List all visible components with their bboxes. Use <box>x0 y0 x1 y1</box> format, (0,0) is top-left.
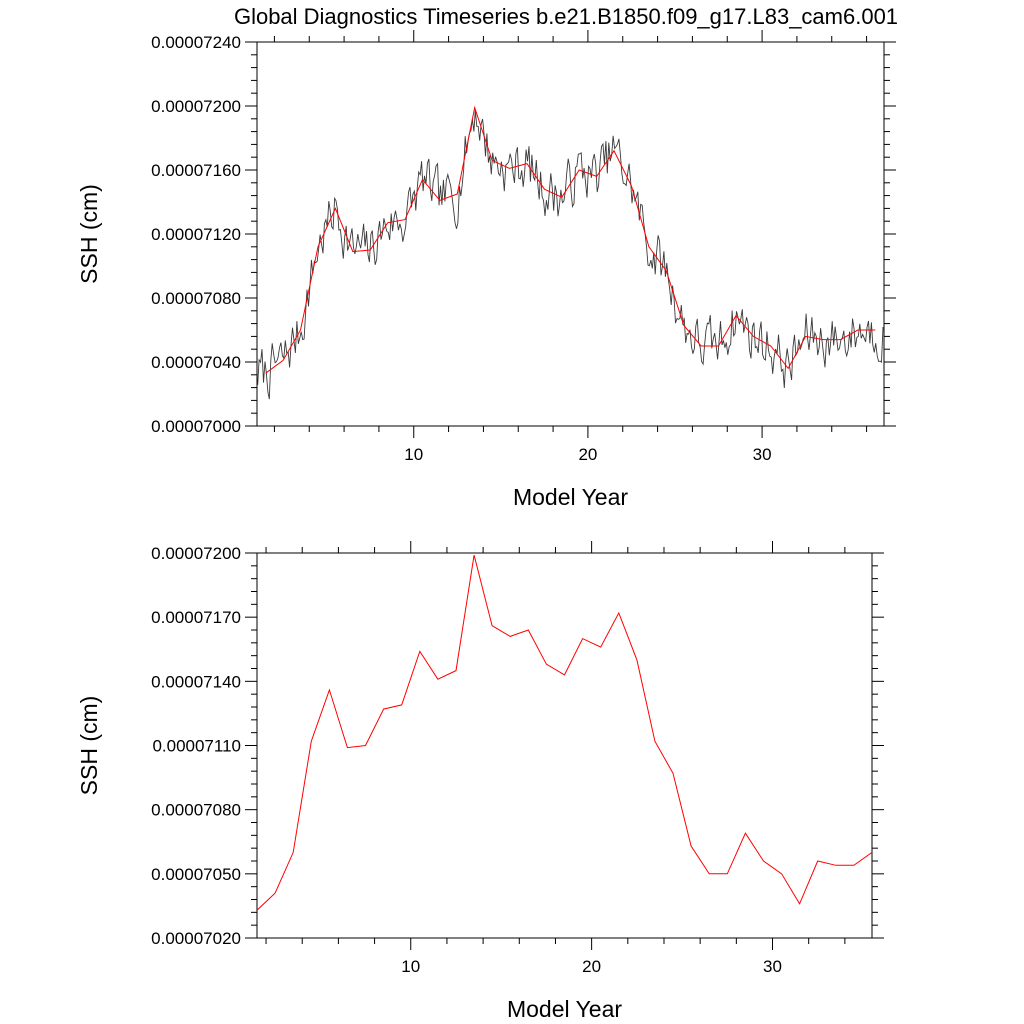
x-tick-label: 20 <box>578 445 597 464</box>
bottom-chart-panel: 0.00007020 0.00007050 0.00007080 0.00007110… <box>76 541 884 1022</box>
y-tick-label: 0.00007080 <box>151 801 241 820</box>
y-tick-label: 0.00007000 <box>151 417 241 436</box>
x-tick-label: 10 <box>401 957 420 976</box>
x-tick-label: 30 <box>753 445 772 464</box>
annual-mean-line <box>265 105 876 374</box>
x-axis-title: Model Year <box>507 996 622 1022</box>
y-tick-label: 0.00007050 <box>151 865 241 884</box>
y-tick-label: 0.00007120 <box>151 225 241 244</box>
top-chart-panel: 0.00007000 0.00007040 0.00007080 0.00007120… <box>76 30 896 510</box>
y-tick-label: 0.00007020 <box>151 929 241 948</box>
y-tick-label: 0.00007080 <box>151 289 241 308</box>
x-tick-label: 30 <box>763 957 782 976</box>
y-tick-label: 0.00007040 <box>151 353 241 372</box>
y-axis-title: SSH (cm) <box>76 184 102 284</box>
y-tick-label: 0.00007200 <box>151 544 241 563</box>
y-tick-label: 0.00007160 <box>151 161 241 180</box>
y-tick-label: 0.00007170 <box>151 608 241 627</box>
annual-mean-line <box>257 554 872 911</box>
figure-title: Global Diagnostics Timeseries b.e21.B185… <box>234 4 898 29</box>
y-tick-label: 0.00007240 <box>151 33 241 52</box>
y-tick-label: 0.00007110 <box>152 737 241 756</box>
y-axis-title: SSH (cm) <box>76 696 102 796</box>
monthly-ssh-line <box>257 110 884 400</box>
y-tick-label: 0.00007140 <box>151 672 241 691</box>
x-tick-label: 20 <box>582 957 601 976</box>
y-tick-label: 0.00007200 <box>151 97 241 116</box>
x-axis-title: Model Year <box>513 484 628 510</box>
x-tick-label: 10 <box>404 445 423 464</box>
